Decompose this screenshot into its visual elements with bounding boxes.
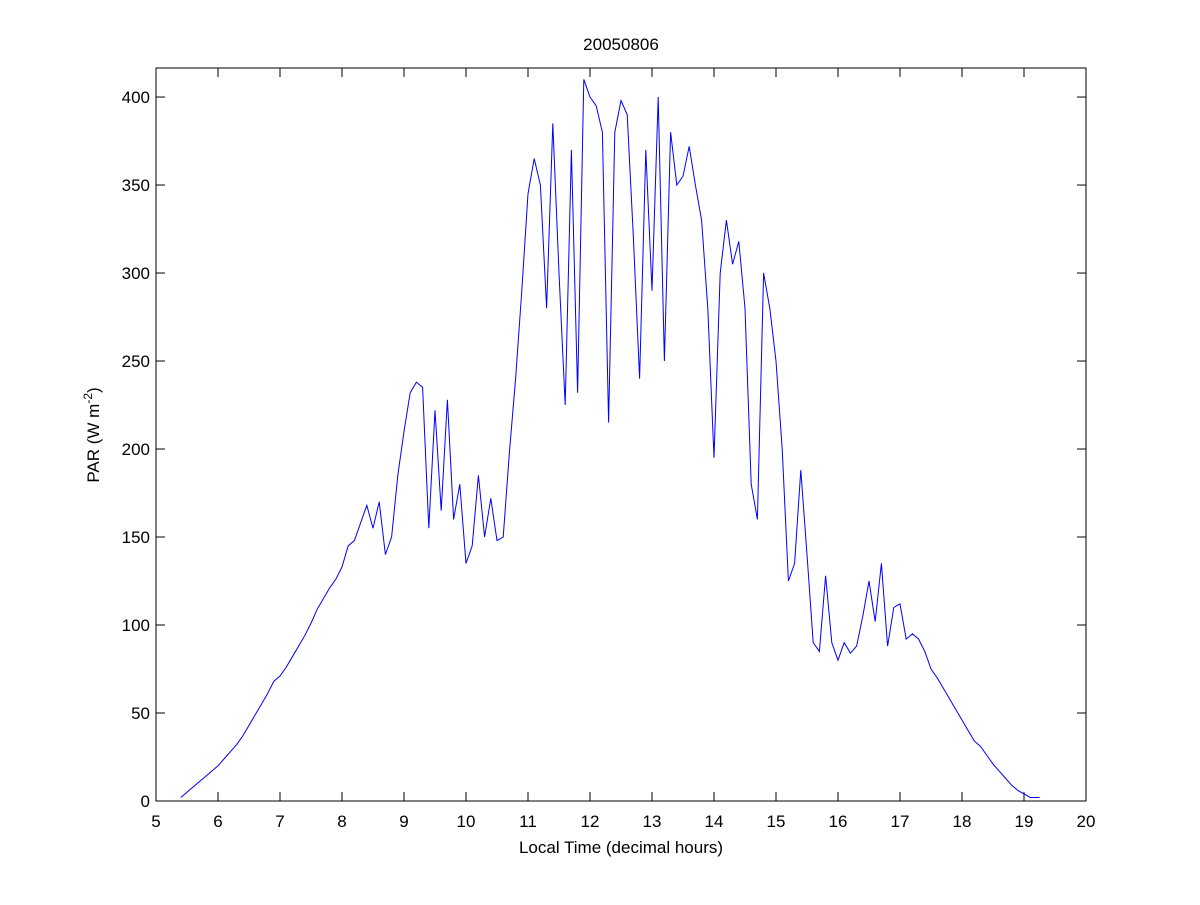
x-axis-label: Local Time (decimal hours) — [519, 838, 723, 857]
y-tick-label: 350 — [122, 176, 150, 195]
y-tick-label: 200 — [122, 440, 150, 459]
y-tick-label: 300 — [122, 264, 150, 283]
x-tick-label: 12 — [581, 812, 600, 831]
x-tick-label: 17 — [891, 812, 910, 831]
y-label-end: ) — [84, 387, 103, 393]
x-tick-label: 16 — [829, 812, 848, 831]
x-tick-label: 15 — [767, 812, 786, 831]
chart-title: 20050806 — [583, 35, 659, 54]
y-tick-label: 150 — [122, 528, 150, 547]
x-tick-label: 8 — [337, 812, 346, 831]
y-tick-label: 100 — [122, 616, 150, 635]
y-tick-label: 50 — [131, 704, 150, 723]
x-tick-label: 19 — [1015, 812, 1034, 831]
x-tick-label: 9 — [399, 812, 408, 831]
y-axis-label: PAR (W m-2) — [81, 387, 103, 482]
x-tick-label: 7 — [275, 812, 284, 831]
x-tick-label: 13 — [643, 812, 662, 831]
x-tick-label: 10 — [457, 812, 476, 831]
x-tick-label: 20 — [1077, 812, 1096, 831]
data-line — [180, 79, 1040, 798]
y-tick-label: 400 — [122, 88, 150, 107]
x-tick-label: 5 — [151, 812, 160, 831]
y-tick-label: 250 — [122, 352, 150, 371]
plot-box — [155, 67, 1087, 802]
x-tick-label: 11 — [519, 812, 537, 831]
y-label-sup: -2 — [81, 393, 95, 404]
x-tick-label: 18 — [953, 812, 972, 831]
x-tick-label: 6 — [213, 812, 222, 831]
y-tick-label: 0 — [141, 792, 150, 811]
x-tick-label: 14 — [705, 812, 724, 831]
y-label-main: PAR (W m — [84, 404, 103, 483]
